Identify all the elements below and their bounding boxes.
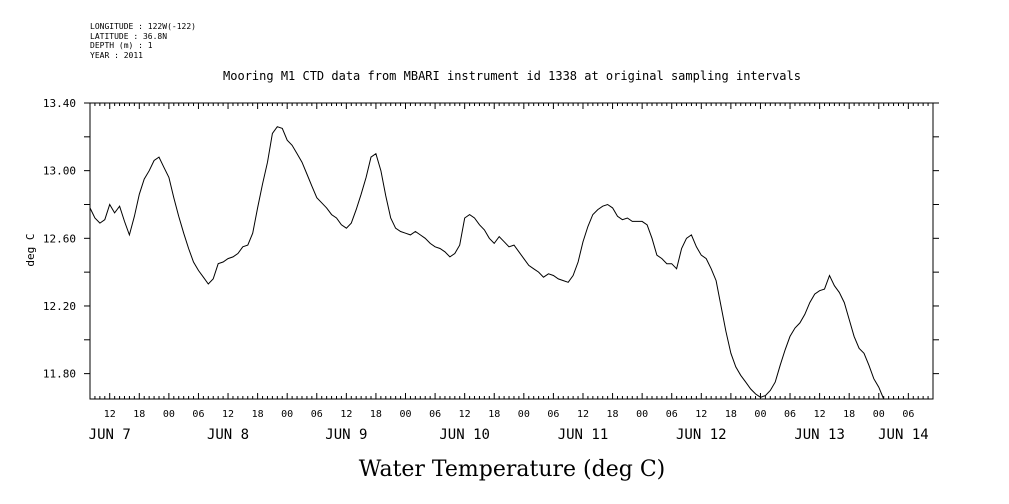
x-day-label: JUN 14	[878, 427, 929, 443]
x-hour-label: 12	[577, 409, 589, 420]
temperature-series-line	[89, 126, 885, 400]
y-tick-label: 11.80	[43, 368, 76, 381]
x-day-label: JUN 11	[558, 427, 609, 443]
x-hour-label: 00	[281, 409, 293, 420]
x-hour-label: 12	[340, 409, 352, 420]
y-tick-label: 13.00	[43, 165, 76, 178]
x-hour-label: 18	[370, 409, 382, 420]
x-day-label: JUN 7	[89, 427, 131, 443]
x-day-label: JUN 13	[794, 427, 845, 443]
metadata-latitude: LATITUDE : 36.8N	[90, 31, 168, 41]
x-hour-label: 12	[814, 409, 826, 420]
x-hour-label: 18	[133, 409, 145, 420]
x-hour-label: 18	[607, 409, 619, 420]
x-day-label: JUN 8	[207, 427, 249, 443]
x-hour-label: 00	[636, 409, 648, 420]
plot-frame	[89, 102, 934, 400]
x-hour-label: 06	[547, 409, 559, 420]
x-hour-label: 06	[311, 409, 323, 420]
chart-title: Mooring M1 CTD data from MBARI instrumen…	[223, 69, 801, 83]
metadata-depth: DEPTH (m) : 1	[90, 41, 153, 50]
y-tick-label: 13.40	[43, 97, 76, 110]
y-axis-label: deg C	[24, 233, 37, 266]
x-day-label: JUN 12	[676, 427, 727, 443]
x-hour-label: 12	[104, 409, 116, 420]
x-hour-label: 06	[666, 409, 678, 420]
x-hour-label: 00	[873, 409, 885, 420]
x-hour-label: 18	[725, 409, 737, 420]
x-hour-label: 00	[754, 409, 766, 420]
x-day-label: JUN 10	[439, 427, 490, 443]
metadata-block: LONGITUDE : 122W(-122) LATITUDE : 36.8N …	[90, 22, 196, 60]
x-hour-label: 18	[843, 409, 855, 420]
x-axis-label: Water Temperature (deg C)	[359, 457, 666, 482]
x-hour-label: 06	[429, 409, 441, 420]
y-tick-label: 12.20	[43, 300, 76, 313]
x-hour-label: 18	[488, 409, 500, 420]
x-hour-label: 00	[518, 409, 530, 420]
x-hour-label: 12	[222, 409, 234, 420]
x-hour-label: 06	[902, 409, 914, 420]
metadata-year: YEAR : 2011	[90, 50, 143, 60]
x-hour-label: 06	[784, 409, 796, 420]
x-hour-label: 12	[459, 409, 471, 420]
x-day-label: JUN 9	[325, 427, 367, 443]
x-hour-label: 06	[192, 409, 204, 420]
x-hour-label: 12	[695, 409, 707, 420]
axes: 12 18 00 06 12 18 00 06 12 18 00 06 12 18 00 06 12 18 00 06…	[43, 97, 939, 443]
x-hour-label: 00	[163, 409, 175, 420]
x-hour-label: 18	[252, 409, 264, 420]
y-tick-label: 12.60	[43, 232, 76, 245]
x-hour-label: 00	[399, 409, 411, 420]
metadata-longitude: LONGITUDE : 122W(-122)	[90, 22, 196, 31]
